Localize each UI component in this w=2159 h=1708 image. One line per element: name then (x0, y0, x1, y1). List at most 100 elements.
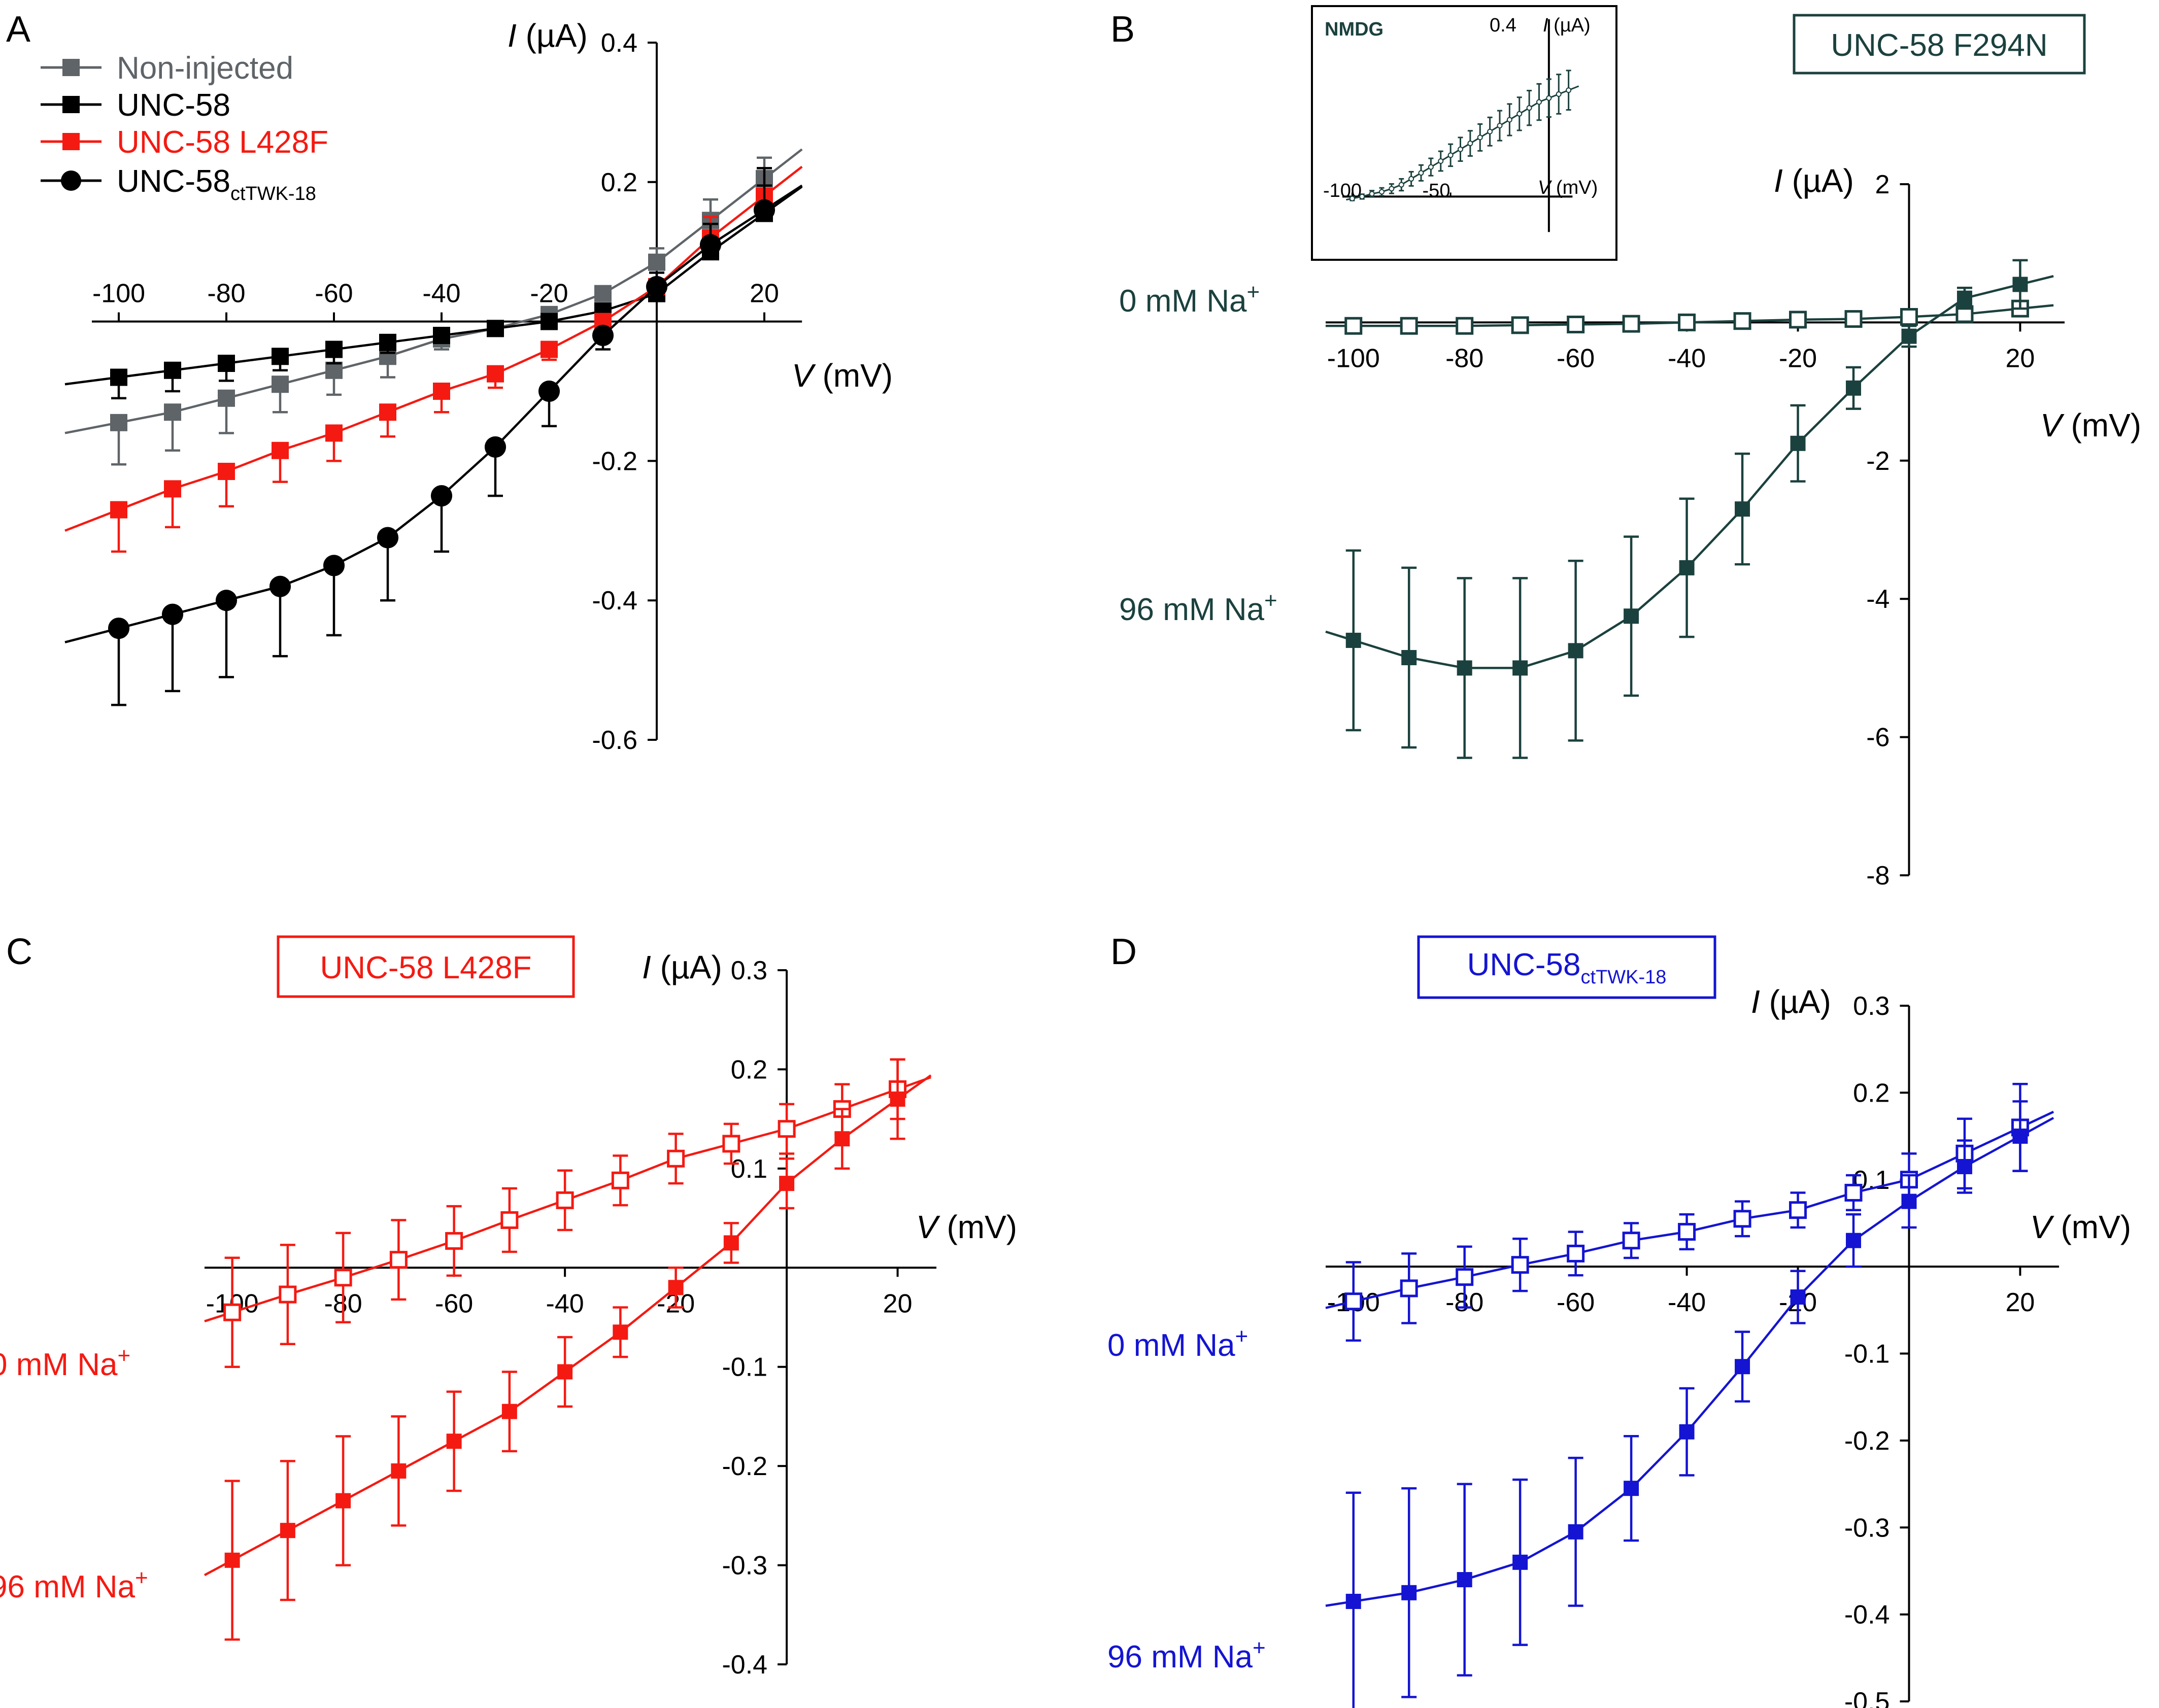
y-tick-label-c: -0.3 (722, 1551, 767, 1581)
series-c-0-mm-na- (204, 1058, 931, 1368)
data-point (272, 375, 289, 393)
panel-a: A I (µA) V (mV) Non-injected UNC-58 UNC-… (6, 9, 893, 755)
data-point (1790, 435, 1806, 451)
x-tick-label-b: -20 (1779, 344, 1817, 373)
data-point (1369, 191, 1375, 197)
x-tick-label-b: 20 (2005, 344, 2035, 373)
y-tick-label-c: 0.1 (731, 1154, 767, 1184)
data-point (890, 1091, 905, 1107)
fit-line (1325, 1111, 2054, 1309)
y-tick-label-b: 2 (1875, 170, 1890, 199)
data-point (556, 1191, 574, 1209)
panel-letter-c: C (6, 932, 32, 972)
plot-inset (1342, 19, 1579, 232)
y-tick-label-d: -0.1 (1844, 1340, 1890, 1369)
data-point (1467, 141, 1473, 147)
x-tick-label-a: -40 (422, 279, 460, 309)
series-c-96-mm-na- (204, 1058, 932, 1641)
data-point (592, 325, 614, 347)
data-point (1846, 380, 1861, 396)
legend-label-unc-58-cttwk-18: UNC-58ctTWK-18 (117, 164, 316, 204)
data-point (272, 348, 289, 365)
data-point (541, 340, 558, 358)
y-tick-label-d: -0.2 (1844, 1426, 1890, 1456)
data-point (1733, 312, 1751, 330)
x-tick-label-a: -60 (315, 279, 353, 309)
data-point (1345, 1593, 1361, 1609)
data-point (325, 424, 343, 442)
inset-title: NMDG (1325, 19, 1384, 40)
data-point (325, 340, 343, 358)
data-point (446, 1433, 462, 1449)
data-point (611, 1171, 629, 1189)
data-point (1546, 95, 1552, 101)
data-point (272, 441, 289, 459)
data-point (1789, 1201, 1807, 1219)
data-point (668, 1280, 684, 1295)
condition-label-b: UNC-58 F294N (1831, 28, 2047, 63)
data-point (1568, 643, 1583, 659)
data-point (379, 333, 396, 351)
y-tick-label-c: -0.2 (722, 1452, 767, 1481)
data-point (1349, 195, 1355, 201)
data-point (778, 1120, 796, 1138)
fit-line (1325, 275, 2054, 669)
data-point (110, 501, 127, 519)
data-point (1418, 170, 1424, 176)
data-point (484, 436, 507, 458)
y-tick-label-a: -0.2 (592, 447, 637, 476)
series-label-d-96mm: 96 mM Na+ (1107, 1635, 1266, 1675)
data-point (1679, 1424, 1695, 1440)
plot-c: -100-80-60-40-20200.30.20.1-0.1-0.2-0.3-… (204, 956, 937, 1680)
x-tick-label-d: 20 (2005, 1288, 2035, 1317)
data-point (722, 1135, 740, 1153)
data-point (1568, 1524, 1583, 1540)
data-point (325, 361, 343, 379)
x-tick-label-b: -80 (1445, 344, 1483, 373)
series-d-0-mm-na- (1325, 1082, 2054, 1342)
data-point (1846, 1233, 1861, 1248)
data-point (108, 618, 130, 639)
y-tick-label-d: 0.3 (1853, 992, 1890, 1021)
data-point (1566, 87, 1572, 93)
x-axis-label-b: V (mV) (2040, 407, 2141, 443)
data-point (557, 1364, 573, 1380)
data-point (1901, 328, 1917, 344)
data-point (500, 1211, 519, 1229)
data-point (1622, 1232, 1640, 1250)
data-point (1567, 1244, 1585, 1262)
data-point (613, 1324, 628, 1340)
data-point (1956, 1159, 1972, 1175)
data-point (1477, 134, 1483, 141)
x-tick-label-d: -60 (1557, 1288, 1595, 1317)
data-point (487, 365, 504, 383)
data-point (1622, 315, 1640, 333)
data-point (1733, 1210, 1751, 1228)
data-point (164, 480, 181, 498)
legend-entry-unc-58-cttwk-18: UNC-58ctTWK-18 (41, 164, 316, 204)
y-tick-label-b: -2 (1866, 447, 1890, 476)
y-tick-label-c: 0.3 (731, 956, 767, 985)
data-point (1511, 316, 1529, 334)
data-point (1447, 152, 1454, 158)
panel-letter-d: D (1110, 932, 1137, 972)
data-point (1398, 182, 1404, 188)
data-point (1408, 176, 1414, 182)
series-b-inset-nmdg (1346, 70, 1579, 201)
y-tick-label-b: -8 (1866, 861, 1890, 891)
series-a-unc-58cttwk-18 (64, 167, 803, 706)
series-label-c-0mm: 0 mM Na+ (0, 1343, 130, 1382)
y-tick-label-a: 0.4 (601, 28, 637, 58)
y-tick-label-a: -0.4 (592, 586, 637, 616)
data-point (1345, 632, 1361, 648)
data-point (379, 403, 396, 421)
data-point (753, 199, 775, 221)
data-point (280, 1523, 295, 1539)
data-point (164, 403, 181, 421)
data-point (1789, 311, 1807, 329)
data-point (279, 1285, 297, 1304)
x-tick-label-a: -100 (92, 279, 145, 309)
data-point (667, 1149, 685, 1168)
data-point (164, 361, 181, 379)
data-point (218, 389, 235, 407)
